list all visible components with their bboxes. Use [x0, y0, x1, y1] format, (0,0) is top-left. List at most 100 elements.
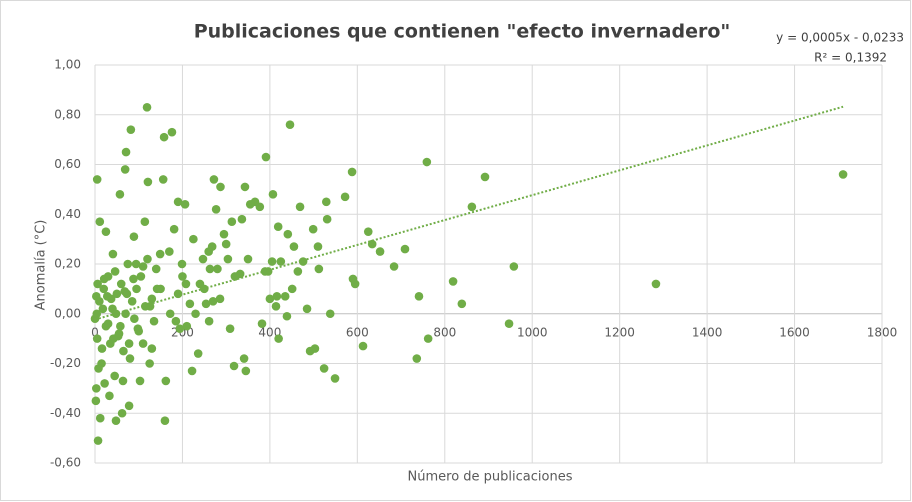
y-tick-label: 0,80 — [54, 107, 81, 121]
point — [261, 152, 271, 162]
point — [95, 217, 105, 227]
point — [123, 259, 133, 269]
point — [237, 214, 247, 224]
point — [467, 202, 477, 212]
point — [120, 165, 130, 174]
point — [229, 361, 239, 371]
point — [95, 297, 104, 306]
point — [116, 321, 125, 331]
point — [147, 294, 157, 304]
point — [130, 314, 139, 324]
point — [120, 287, 130, 296]
point — [283, 229, 293, 239]
point — [245, 200, 255, 209]
point — [319, 364, 329, 373]
point — [273, 222, 283, 231]
point — [423, 334, 433, 343]
x-tick-label: 1000 — [517, 325, 548, 339]
point — [142, 102, 152, 112]
point — [201, 299, 211, 309]
point — [117, 408, 127, 418]
point — [330, 374, 340, 383]
point — [257, 319, 267, 329]
point — [285, 120, 295, 129]
point — [132, 284, 141, 294]
point — [480, 172, 490, 182]
point — [457, 299, 467, 309]
y-tick-label: -0,20 — [50, 356, 81, 370]
point — [91, 396, 101, 406]
point — [131, 259, 141, 269]
point — [180, 200, 190, 209]
point — [504, 319, 514, 329]
chart-title: Publicaciones que contienen "efecto inve… — [194, 21, 731, 43]
point — [140, 217, 150, 227]
point — [216, 182, 225, 192]
point — [298, 257, 308, 266]
point — [92, 384, 101, 393]
point — [225, 324, 235, 333]
point — [400, 244, 410, 254]
x-tick-label: 1800 — [867, 325, 898, 339]
point — [267, 257, 277, 266]
point — [92, 334, 102, 343]
point — [213, 264, 222, 274]
point — [448, 277, 458, 286]
point — [165, 247, 174, 256]
point — [204, 247, 213, 256]
point — [182, 321, 192, 331]
x-tick-label: 800 — [433, 325, 456, 339]
point — [414, 292, 424, 301]
point — [110, 267, 120, 276]
point — [135, 376, 145, 386]
point — [422, 157, 432, 167]
point — [185, 299, 195, 309]
point — [358, 341, 368, 351]
point — [126, 125, 136, 134]
point — [308, 224, 318, 234]
y-tick-label: -0,40 — [50, 406, 81, 420]
point — [100, 379, 109, 388]
point — [97, 344, 107, 353]
point — [191, 309, 200, 319]
point — [509, 262, 519, 271]
point — [389, 262, 399, 271]
point — [313, 242, 323, 251]
point — [181, 279, 191, 289]
point — [221, 239, 231, 249]
point — [138, 339, 148, 348]
point — [101, 227, 111, 236]
y-tick-label: 0,20 — [54, 257, 81, 271]
x-tick-label: 600 — [346, 325, 369, 339]
point — [265, 294, 275, 304]
point — [175, 324, 185, 333]
point — [151, 264, 161, 274]
point — [240, 182, 250, 192]
point — [119, 346, 128, 356]
point — [243, 254, 253, 264]
point — [167, 127, 177, 137]
x-tick-label: 1600 — [779, 325, 810, 339]
point — [103, 272, 113, 281]
point — [268, 190, 278, 199]
point — [838, 170, 848, 179]
point — [208, 297, 218, 306]
point — [129, 274, 138, 284]
point — [98, 304, 108, 314]
point — [171, 316, 181, 326]
point — [165, 309, 175, 319]
y-tick-label: 0,00 — [54, 306, 81, 320]
point — [187, 366, 197, 376]
point — [129, 232, 139, 241]
point — [140, 301, 150, 311]
point — [314, 264, 324, 274]
x-tick-label: 1400 — [692, 325, 723, 339]
point — [111, 416, 121, 426]
point — [272, 292, 282, 301]
point — [93, 436, 103, 445]
point — [155, 249, 165, 259]
point — [161, 376, 171, 386]
point — [136, 272, 146, 281]
point — [412, 354, 422, 363]
point — [325, 309, 335, 319]
